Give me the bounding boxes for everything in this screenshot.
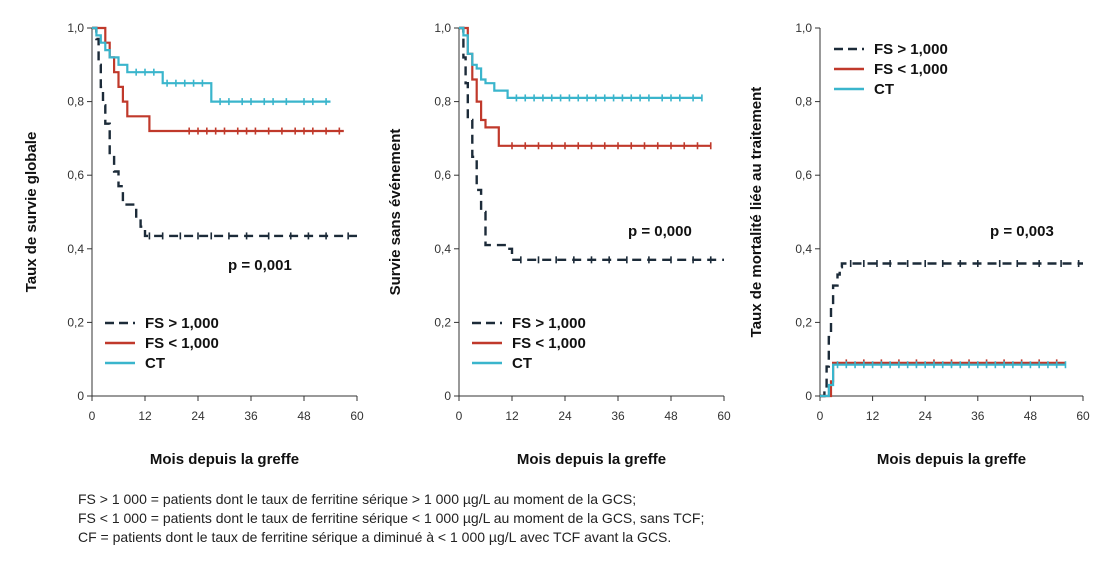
series-line-fs-gt-1000 (820, 262, 1083, 398)
y-tick-label: 0 (444, 389, 451, 403)
legend-label-ct: CT (512, 355, 532, 372)
y-tick-label: 0,6 (67, 168, 84, 182)
x-tick-label: 24 (191, 409, 205, 423)
legend-label-fs-gt-1000: FS > 1,000 (145, 315, 219, 332)
x-axis-title: Mois depuis la greffe (517, 451, 666, 468)
x-tick-label: 24 (919, 409, 933, 423)
series-line-ct (92, 26, 331, 103)
km-charts: 0 12 24 36 48 60 0 0,2 0,4 0,6 0,8 1,0 Mois depuis l… (23, 21, 1090, 468)
x-tick-label: 60 (1076, 409, 1090, 423)
x-tick-label: 12 (866, 409, 880, 423)
y-axis-title: Taux de survie globale (23, 132, 40, 293)
series-line-ct (820, 363, 1066, 398)
legend: FS > 1,000 FS < 1,000 CT (105, 315, 219, 372)
x-tick-label: 36 (971, 409, 985, 423)
x-tick-label: 0 (456, 409, 463, 423)
y-tick-label: 0,4 (795, 242, 812, 256)
y-tick-label: 0,8 (67, 95, 84, 109)
x-tick-label: 12 (138, 409, 152, 423)
legend-label-ct: CT (145, 355, 165, 372)
y-tick-label: 0,6 (795, 168, 812, 182)
p-value-annotation: p = 0,001 (228, 257, 292, 274)
legend-label-ct: CT (874, 81, 894, 98)
x-tick-label: 48 (664, 409, 678, 423)
legend-label-fs-lt-1000: FS < 1,000 (874, 61, 948, 78)
x-axis-title: Mois depuis la greffe (150, 451, 299, 468)
x-tick-label: 36 (611, 409, 625, 423)
y-axis-title: Taux de mortalité liée au traitement (748, 87, 765, 338)
y-tick-label: 0 (805, 389, 812, 403)
chart-panel-2: 0 12 24 36 48 60 0 0,2 0,4 0,6 0,8 1,0 Mois depuis l… (387, 21, 731, 468)
y-tick-label: 0,4 (67, 242, 84, 256)
legend-label-fs-lt-1000: FS < 1,000 (512, 335, 586, 352)
y-tick-label: 1,0 (795, 21, 812, 35)
y-tick-label: 0,8 (434, 95, 451, 109)
x-tick-label: 0 (89, 409, 96, 423)
legend-label-fs-gt-1000: FS > 1,000 (512, 315, 586, 332)
legend: FS > 1,000 FS < 1,000 CT (472, 315, 586, 372)
x-tick-label: 60 (717, 409, 731, 423)
legend: FS > 1,000 FS < 1,000 CT (834, 41, 948, 98)
y-tick-label: 0,2 (434, 315, 451, 329)
series-line-ct (459, 26, 702, 99)
footnote-line-1: FS > 1 000 = patients dont le taux de fe… (78, 491, 637, 507)
p-value-annotation: p = 0,003 (990, 223, 1054, 240)
legend-label-fs-gt-1000: FS > 1,000 (874, 41, 948, 58)
y-tick-label: 0 (77, 389, 84, 403)
y-tick-label: 0,2 (795, 315, 812, 329)
y-tick-label: 1,0 (67, 21, 84, 35)
legend-label-fs-lt-1000: FS < 1,000 (145, 335, 219, 352)
p-value-annotation: p = 0,000 (628, 223, 692, 240)
y-tick-label: 0,2 (67, 315, 84, 329)
x-tick-label: 24 (558, 409, 572, 423)
y-axis-title: Survie sans événement (387, 129, 404, 296)
x-axis-title: Mois depuis la greffe (877, 451, 1026, 468)
y-tick-label: 0,4 (434, 242, 451, 256)
y-tick-label: 1,0 (434, 21, 451, 35)
footnote: FS > 1 000 = patients dont le taux de fe… (78, 490, 704, 547)
x-tick-label: 12 (505, 409, 519, 423)
footnote-line-2: FS < 1 000 = patients dont le taux de fe… (78, 510, 705, 526)
x-tick-label: 48 (297, 409, 311, 423)
y-tick-label: 0,6 (434, 168, 451, 182)
x-tick-label: 60 (350, 409, 364, 423)
chart-panel-3: 0 12 24 36 48 60 0 0,2 0,4 0,6 0,8 1,0 Mois depuis l… (748, 21, 1090, 468)
series-line-fs-lt-1000 (459, 26, 711, 147)
chart-panel-1: 0 12 24 36 48 60 0 0,2 0,4 0,6 0,8 1,0 Mois depuis l… (23, 21, 364, 468)
y-tick-label: 0,8 (795, 95, 812, 109)
x-tick-label: 0 (817, 409, 824, 423)
x-tick-label: 48 (1024, 409, 1038, 423)
x-tick-label: 36 (244, 409, 258, 423)
footnote-line-3: CF = patients dont le taux de ferritine … (78, 529, 672, 545)
series-line-fs-gt-1000 (92, 26, 357, 238)
series-line-fs-lt-1000 (92, 26, 344, 133)
